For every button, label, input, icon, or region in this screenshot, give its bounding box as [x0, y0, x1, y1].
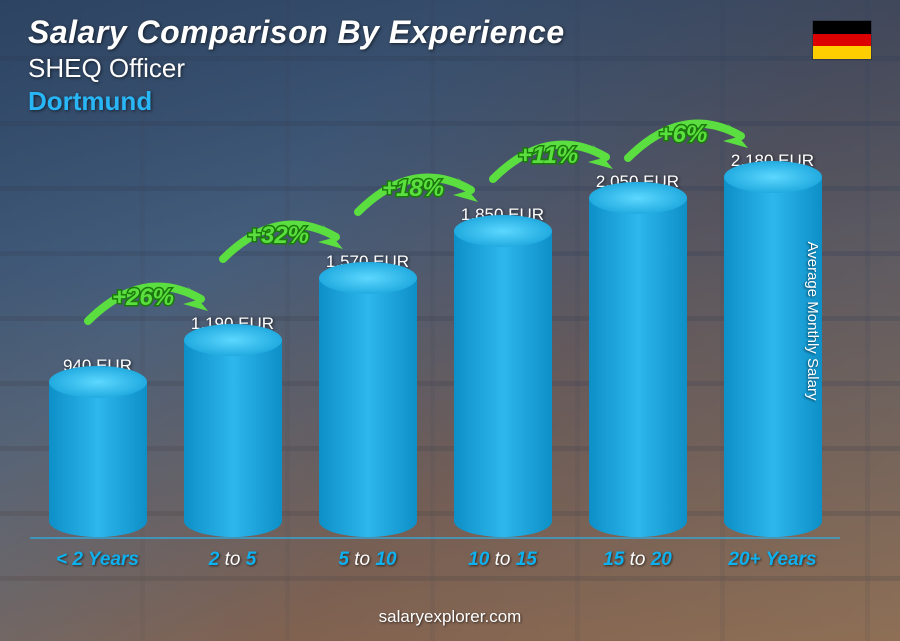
category-label: 10 to 15 — [468, 549, 537, 571]
category-label: 20+ Years — [728, 549, 816, 571]
bar-body — [49, 382, 147, 537]
bar-column: +11% 2,050 EUR 15 to 20 — [570, 172, 705, 571]
chart-baseline — [30, 537, 840, 539]
category-label: < 2 Years — [56, 549, 139, 571]
bar-body — [184, 340, 282, 537]
bar — [454, 231, 552, 537]
increase-badge: +6% — [613, 108, 773, 183]
bar — [589, 198, 687, 537]
category-label: 15 to 20 — [603, 549, 672, 571]
svg-text:+26%: +26% — [112, 284, 174, 311]
bar — [184, 340, 282, 537]
svg-text:+32%: +32% — [247, 222, 309, 249]
chart: 940 EUR < 2 Years +26% 1,190 EUR 2 to 5 … — [30, 140, 840, 571]
bar-top — [49, 366, 147, 398]
bar — [49, 382, 147, 537]
flag-stripe-0 — [813, 21, 871, 34]
bar-column: +18% 1,850 EUR 10 to 15 — [435, 205, 570, 571]
page-title: Salary Comparison By Experience — [28, 14, 872, 51]
bar-body — [319, 278, 417, 537]
flag-stripe-2 — [813, 46, 871, 59]
bar-column: +26% 1,190 EUR 2 to 5 — [165, 314, 300, 571]
svg-text:+11%: +11% — [518, 142, 578, 169]
svg-text:+18%: +18% — [382, 175, 444, 202]
job-title: SHEQ Officer — [28, 53, 872, 84]
bar-body — [454, 231, 552, 537]
category-label: 2 to 5 — [209, 549, 257, 571]
svg-text:+6%: +6% — [659, 121, 708, 148]
bar — [319, 278, 417, 537]
bar-column: +32% 1,570 EUR 5 to 10 — [300, 252, 435, 571]
country-flag — [812, 20, 872, 60]
category-label: 5 to 10 — [338, 549, 396, 571]
flag-stripe-1 — [813, 34, 871, 47]
footer-attribution: salaryexplorer.com — [0, 607, 900, 627]
y-axis-label: Average Monthly Salary — [804, 241, 821, 400]
bar-body — [589, 198, 687, 537]
header: Salary Comparison By Experience SHEQ Off… — [28, 14, 872, 117]
